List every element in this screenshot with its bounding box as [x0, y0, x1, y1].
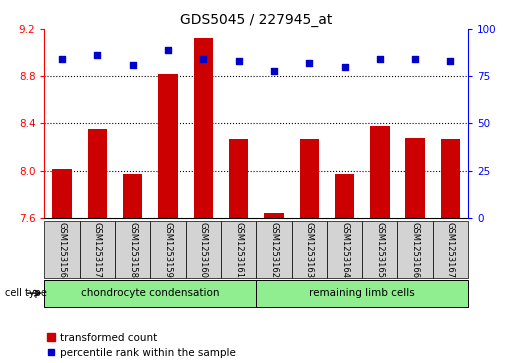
Bar	[441, 139, 460, 218]
Text: GSM1253165: GSM1253165	[376, 221, 384, 278]
Point	[58, 56, 66, 62]
Text: remaining limb cells: remaining limb cells	[309, 288, 415, 298]
Point	[93, 53, 101, 58]
Bar	[221, 221, 256, 278]
Point	[305, 60, 313, 66]
Bar	[229, 139, 248, 218]
Text: GSM1253162: GSM1253162	[269, 221, 278, 278]
Title: GDS5045 / 227945_at: GDS5045 / 227945_at	[180, 13, 333, 26]
Bar	[264, 213, 283, 218]
Point	[129, 62, 137, 68]
Text: chondrocyte condensation: chondrocyte condensation	[81, 288, 220, 298]
Bar	[397, 221, 433, 278]
Bar	[79, 221, 115, 278]
Text: GSM1253156: GSM1253156	[58, 221, 66, 278]
Bar	[256, 280, 468, 307]
Text: GSM1253161: GSM1253161	[234, 221, 243, 278]
Point	[411, 56, 419, 62]
Bar	[194, 38, 213, 218]
Text: GSM1253164: GSM1253164	[340, 221, 349, 278]
Bar	[362, 221, 397, 278]
Point	[234, 58, 243, 64]
Bar	[335, 174, 354, 218]
Legend: transformed count, percentile rank within the sample: transformed count, percentile rank withi…	[47, 333, 235, 358]
Text: GSM1253166: GSM1253166	[411, 221, 419, 278]
Text: GSM1253163: GSM1253163	[305, 221, 314, 278]
Point	[340, 64, 349, 70]
Bar	[52, 170, 72, 218]
Bar	[44, 280, 256, 307]
Text: GSM1253159: GSM1253159	[164, 222, 173, 277]
Bar	[151, 221, 186, 278]
Point	[164, 47, 172, 53]
Bar	[256, 221, 292, 278]
Point	[446, 58, 454, 64]
Bar	[300, 139, 319, 218]
Text: GSM1253160: GSM1253160	[199, 221, 208, 278]
Bar	[123, 174, 142, 218]
Text: cell type: cell type	[5, 288, 47, 298]
Text: GSM1253158: GSM1253158	[128, 221, 137, 278]
Bar	[433, 221, 468, 278]
Bar	[327, 221, 362, 278]
Text: GSM1253157: GSM1253157	[93, 221, 102, 278]
Bar	[115, 221, 151, 278]
Bar	[44, 221, 79, 278]
Bar	[88, 129, 107, 218]
Point	[270, 68, 278, 73]
Text: GSM1253167: GSM1253167	[446, 221, 455, 278]
Bar	[158, 74, 178, 218]
Point	[376, 56, 384, 62]
Point	[199, 56, 208, 62]
Bar	[186, 221, 221, 278]
Bar	[370, 126, 390, 218]
Bar	[292, 221, 327, 278]
Bar	[405, 138, 425, 218]
